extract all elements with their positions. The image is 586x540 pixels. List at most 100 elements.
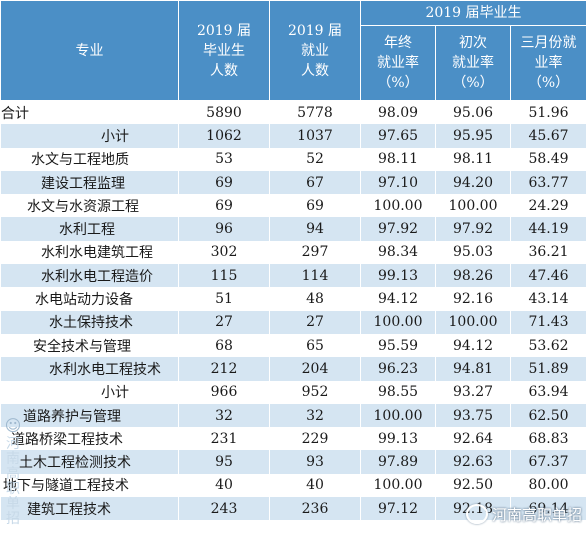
cell-graduates: 243	[178, 497, 270, 521]
cell-march-rate: 43.14	[509, 287, 586, 311]
cell-first-rate: 92.63	[435, 450, 511, 474]
cell-first-rate: 98.26	[435, 264, 511, 288]
cell-graduates: 40	[178, 473, 270, 498]
table-row: 水利水电工程技术 212 204 96.23 94.81 51.89	[0, 357, 586, 381]
table-row: 水利水电建筑工程 302 297 98.34 95.03 36.21	[0, 240, 586, 265]
chat-bubble-icon	[465, 504, 488, 524]
cell-year-end-rate: 94.12	[360, 287, 436, 311]
cell-employed: 297	[269, 240, 361, 265]
cell-year-end-rate: 100.00	[360, 194, 436, 218]
cell-employed: 94	[269, 217, 361, 241]
table-row: 水文与工程地质 53 52 98.11 98.11 58.49	[0, 147, 586, 171]
table-row: 水电站动力设备 51 48 94.12 92.16 43.14	[0, 287, 586, 311]
cell-year-end-rate: 97.92	[360, 217, 436, 241]
cell-employed: 204	[269, 357, 361, 381]
cell-march-rate: 80.00	[509, 473, 586, 498]
cell-employed: 236	[269, 497, 361, 521]
cell-employed: 27	[269, 310, 361, 334]
cell-employed: 69	[269, 194, 361, 218]
header-major: 专业	[0, 0, 179, 101]
cell-employed: 952	[269, 380, 361, 404]
cell-year-end-rate: 97.65	[360, 124, 436, 148]
table-row: 土木工程检测技术 95 93 97.89 92.63 67.37	[0, 450, 586, 474]
table-row: 水利工程 96 94 97.92 97.92 44.19	[0, 217, 586, 241]
cell-first-rate: 95.06	[435, 100, 511, 125]
cell-year-end-rate: 99.13	[360, 264, 436, 288]
table-row: 合计 5890 5778 98.09 95.06 51.96	[0, 100, 586, 125]
cell-graduates: 53	[178, 147, 270, 171]
cell-major: 安全技术与管理	[0, 333, 179, 358]
cell-year-end-rate: 98.34	[360, 240, 436, 265]
cell-major: 小计	[0, 380, 179, 404]
cell-first-rate: 98.11	[435, 147, 511, 171]
cell-year-end-rate: 99.13	[360, 427, 436, 451]
cell-march-rate: 51.89	[509, 357, 586, 381]
cell-major: 建设工程监理	[0, 170, 179, 195]
watermark-right-text: 河南高职单招	[491, 505, 582, 524]
cell-first-rate: 92.64	[435, 427, 511, 451]
cell-major: 合计	[0, 100, 179, 125]
table-row: 小计 966 952 98.55 93.27 63.94	[0, 380, 586, 404]
header-employed: 2019 届就业 人数	[269, 0, 361, 101]
cell-graduates: 95	[178, 450, 270, 474]
cell-major: 水土保持技术	[0, 310, 179, 334]
header-march-rate: 三月份就 业率 （%）	[509, 25, 586, 101]
cell-graduates: 69	[178, 194, 270, 218]
cell-major: 水利工程	[0, 217, 179, 241]
table-row: 水利水电工程造价 115 114 99.13 98.26 47.46	[0, 264, 586, 288]
cell-graduates: 51	[178, 287, 270, 311]
cell-major: 土木工程检测技术	[0, 450, 179, 474]
cell-first-rate: 93.27	[435, 380, 511, 404]
cell-march-rate: 67.37	[509, 450, 586, 474]
cell-employed: 67	[269, 170, 361, 195]
cell-major: 水电站动力设备	[0, 287, 179, 311]
cell-first-rate: 100.00	[435, 310, 511, 334]
cell-march-rate: 68.83	[509, 427, 586, 451]
employment-table: 专业 2019 届毕业生 人数 2019 届就业 人数 2019 届毕业生 年终 就业…	[0, 0, 586, 521]
cell-year-end-rate: 97.89	[360, 450, 436, 474]
header-first-rate: 初次 就业率 （%）	[435, 25, 511, 101]
cell-employed: 40	[269, 473, 361, 498]
table-row: 小计 1062 1037 97.65 95.95 45.67	[0, 124, 586, 148]
cell-march-rate: 24.29	[509, 194, 586, 218]
cell-first-rate: 95.95	[435, 124, 511, 148]
cell-graduates: 69	[178, 170, 270, 195]
cell-march-rate: 45.67	[509, 124, 586, 148]
cell-first-rate: 94.81	[435, 357, 511, 381]
cell-graduates: 115	[178, 264, 270, 288]
cell-march-rate: 36.21	[509, 240, 586, 265]
cell-graduates: 212	[178, 357, 270, 381]
cell-year-end-rate: 100.00	[360, 403, 436, 428]
table-row: 安全技术与管理 68 65 95.59 94.12 53.62	[0, 333, 586, 358]
cell-graduates: 5890	[178, 100, 270, 125]
cell-graduates: 96	[178, 217, 270, 241]
cell-year-end-rate: 96.23	[360, 357, 436, 381]
cell-march-rate: 51.96	[509, 100, 586, 125]
watermark-left: ☺ 河南高职单招	[2, 418, 24, 527]
watermark-right: 河南高职单招	[465, 504, 582, 524]
header-group: 2019 届毕业生	[359, 0, 586, 26]
cell-first-rate: 92.16	[435, 287, 511, 311]
cell-graduates: 302	[178, 240, 270, 265]
cell-employed: 114	[269, 264, 361, 288]
cell-first-rate: 92.50	[435, 473, 511, 498]
table-row: 道路养护与管理 32 32 100.00 93.75 62.50	[0, 403, 586, 428]
cell-year-end-rate: 97.12	[360, 497, 436, 521]
cell-employed: 32	[269, 403, 361, 428]
table-row: 建设工程监理 69 67 97.10 94.20 63.77	[0, 170, 586, 195]
cell-major: 水利水电工程技术	[0, 357, 179, 381]
cell-first-rate: 97.92	[435, 217, 511, 241]
table-row: 地下与隧道工程技术 40 40 100.00 92.50 80.00	[0, 473, 586, 498]
cell-march-rate: 71.43	[509, 310, 586, 334]
cell-employed: 48	[269, 287, 361, 311]
cell-march-rate: 69.14	[509, 497, 586, 521]
cell-major: 道路养护与管理	[0, 403, 179, 428]
cell-march-rate: 44.19	[509, 217, 586, 241]
cell-major: 道路桥梁工程技术	[0, 427, 179, 451]
cell-march-rate: 47.46	[509, 264, 586, 288]
cell-year-end-rate: 98.11	[360, 147, 436, 171]
cell-employed: 5778	[269, 100, 361, 125]
cell-march-rate: 63.94	[509, 380, 586, 404]
cell-march-rate: 63.77	[509, 170, 586, 195]
cell-first-rate: 94.12	[435, 333, 511, 358]
